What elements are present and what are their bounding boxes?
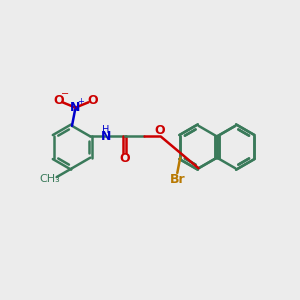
Text: O: O [154,124,165,137]
Text: O: O [87,94,98,107]
Text: −: − [61,89,70,99]
Text: CH₃: CH₃ [40,174,61,184]
Text: +: + [77,97,84,106]
Text: O: O [119,152,130,165]
Text: O: O [53,94,64,107]
Text: N: N [100,130,111,143]
Text: H: H [102,125,109,135]
Text: N: N [70,101,81,114]
Text: Br: Br [170,173,185,186]
